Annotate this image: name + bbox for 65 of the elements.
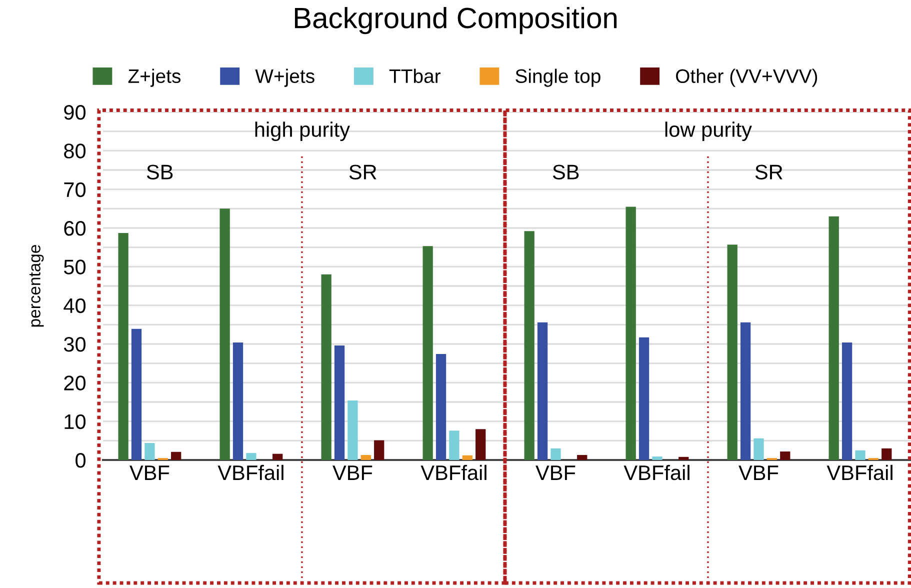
bar <box>374 440 384 460</box>
bar <box>537 322 548 460</box>
bar <box>360 454 371 460</box>
y-tick-label: 50 <box>64 260 86 274</box>
bar <box>144 442 155 460</box>
bar <box>232 342 244 460</box>
bar <box>131 328 142 460</box>
bar <box>171 452 182 460</box>
bar <box>780 451 790 460</box>
chart-title: Background Composition <box>294 6 617 34</box>
annotation: high purity <box>255 122 350 142</box>
y-tick-label: 30 <box>64 337 86 352</box>
bar <box>524 231 534 460</box>
bar <box>727 244 738 460</box>
x-tick-label: VBF <box>738 466 778 480</box>
y-tick-label: 80 <box>64 144 86 158</box>
bar <box>272 454 283 460</box>
bar <box>626 206 636 460</box>
bar <box>462 455 472 460</box>
annotation: low purity <box>665 122 752 142</box>
x-tick-label: VBF <box>130 466 170 480</box>
y-tick-label: 20 <box>64 376 86 390</box>
legend-label: Other (VV+VVV) <box>676 68 818 87</box>
bar <box>842 342 852 460</box>
bar <box>321 274 332 460</box>
y-tick-label: 60 <box>64 221 86 236</box>
annotation: SB <box>146 164 173 180</box>
y-tick-label: 10 <box>64 414 86 430</box>
legend-label: TTbar <box>389 68 441 84</box>
annotation: SR <box>349 164 376 180</box>
bar <box>882 448 892 460</box>
legend-label: W+jets <box>255 68 314 87</box>
bar <box>436 354 446 460</box>
bar <box>638 337 650 460</box>
y-tick-label: 70 <box>64 182 86 198</box>
x-tick-label: VBFfail <box>826 464 892 480</box>
x-tick-label: VBF <box>536 466 576 480</box>
x-tick-label: VBF <box>332 466 372 480</box>
bar <box>246 453 256 460</box>
annotation: SR <box>755 164 782 180</box>
bar <box>855 450 866 460</box>
annotation: SB <box>552 164 579 180</box>
bar <box>577 454 588 460</box>
x-tick-label: VBFfail <box>624 464 690 480</box>
bar <box>550 448 561 460</box>
legend-label: Single top <box>516 68 600 87</box>
bar <box>449 430 460 460</box>
bar <box>740 322 751 460</box>
bar <box>678 456 689 460</box>
bar <box>754 438 764 460</box>
bar <box>828 216 839 460</box>
legend-label: Z+jets <box>128 68 181 87</box>
y-tick-label: 0 <box>76 453 86 468</box>
x-tick-label: VBFfail <box>218 464 284 480</box>
y-axis-title: percentage <box>29 245 44 327</box>
bar <box>118 233 128 460</box>
bar <box>220 208 230 460</box>
bar <box>422 246 433 460</box>
y-tick-label: 40 <box>64 298 86 314</box>
bar <box>348 400 358 460</box>
y-tick-label: 90 <box>64 105 86 120</box>
bar <box>652 456 662 460</box>
bar <box>476 429 486 460</box>
bar <box>334 346 345 460</box>
x-tick-label: VBFfail <box>420 464 486 480</box>
